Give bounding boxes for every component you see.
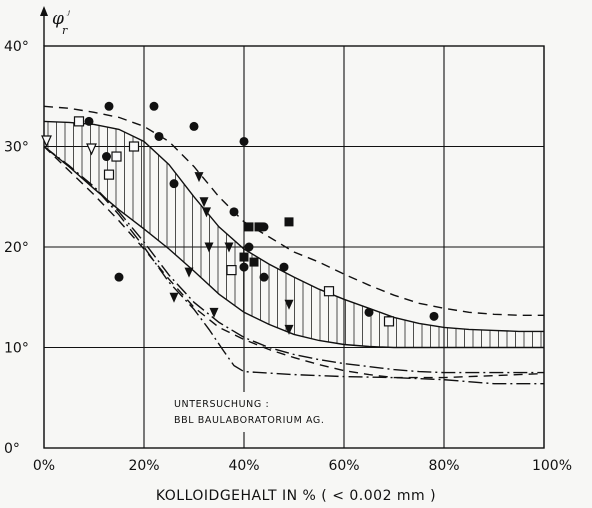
point-filled-circle: [244, 242, 254, 252]
point-filled-triangle: [284, 299, 294, 310]
grid: [43, 45, 545, 449]
y-tick-label: 30°: [4, 140, 29, 156]
annotation-line-2: BBL BAULABORATORIUM AG.: [174, 415, 325, 426]
point-filled-circle: [239, 262, 249, 272]
data-points: [41, 101, 439, 335]
y-axis: φ r ʲ: [40, 6, 70, 46]
point-open-square: [128, 141, 140, 152]
x-tick-label: 20%: [128, 458, 159, 474]
curve-solid: [43, 120, 544, 333]
x-tick-label: 80%: [428, 458, 459, 474]
y-axis-label-prime: ʲ: [66, 8, 70, 21]
point-filled-circle: [104, 101, 114, 111]
y-axis-arrow: [40, 6, 48, 16]
point-filled-circle: [189, 121, 199, 131]
point-filled-triangle: [204, 242, 214, 253]
point-filled-square: [284, 217, 294, 227]
point-open-triangle: [86, 143, 97, 156]
y-tick-label: 0°: [4, 441, 20, 457]
point-filled-circle: [114, 272, 124, 282]
point-open-square: [73, 116, 85, 127]
point-filled-circle: [149, 101, 159, 111]
point-open-square: [103, 169, 115, 180]
annotation-line-1: UNTERSUCHUNG :: [174, 399, 269, 410]
y-axis-label: φ: [52, 9, 64, 29]
point-open-square: [226, 265, 237, 276]
y-axis-label-sub: r: [62, 24, 68, 37]
point-open-square: [323, 286, 335, 297]
x-tick-label: 0%: [33, 458, 55, 474]
point-filled-circle: [102, 152, 111, 162]
point-filled-circle: [279, 262, 289, 272]
point-filled-triangle: [169, 292, 179, 303]
point-filled-triangle: [184, 267, 194, 278]
curve-solid: [43, 145, 544, 349]
point-filled-triangle: [202, 207, 211, 218]
point-open-square: [111, 151, 122, 162]
point-filled-circle: [239, 136, 249, 146]
point-filled-square: [244, 222, 254, 232]
curve-dashdot: [43, 145, 544, 374]
point-filled-triangle: [224, 242, 234, 253]
point-filled-square: [249, 257, 259, 267]
curve-dashdot: [43, 145, 544, 385]
point-filled-circle: [84, 116, 94, 126]
point-open-square: [383, 316, 395, 327]
point-open-triangle: [41, 135, 52, 148]
curve-dashed: [43, 145, 545, 379]
x-tick-label: 40%: [228, 458, 259, 474]
x-axis-label: KOLLOIDGEHALT IN % ( < 0.002 mm ): [156, 488, 436, 504]
point-filled-circle: [169, 179, 179, 189]
point-filled-triangle: [209, 307, 219, 318]
y-tick-label: 10°: [4, 341, 29, 357]
point-filled-circle: [364, 307, 374, 317]
point-filled-triangle: [194, 172, 204, 183]
curves: [43, 105, 545, 385]
point-filled-square: [239, 252, 249, 262]
point-filled-circle: [154, 131, 164, 141]
point-filled-triangle: [199, 197, 209, 208]
annotation-box: UNTERSUCHUNG : BBL BAULABORATORIUM AG.: [166, 392, 338, 432]
x-tick-label: 100%: [532, 458, 572, 474]
x-tick-label: 60%: [328, 458, 359, 474]
tick-labels: 0% 20% 40% 60% 80% 100% 0° 10° 20° 30° 40°: [4, 39, 572, 474]
curve-dashed: [43, 105, 544, 316]
point-filled-circle: [429, 311, 439, 321]
point-filled-circle: [229, 207, 239, 217]
point-filled-triangle: [284, 324, 294, 335]
y-tick-label: 20°: [4, 240, 29, 256]
point-filled-square: [254, 222, 264, 232]
y-tick-label: 40°: [4, 39, 29, 55]
point-filled-circle: [259, 272, 269, 282]
annotation-background: [166, 392, 338, 432]
plot-frame: [43, 45, 545, 449]
